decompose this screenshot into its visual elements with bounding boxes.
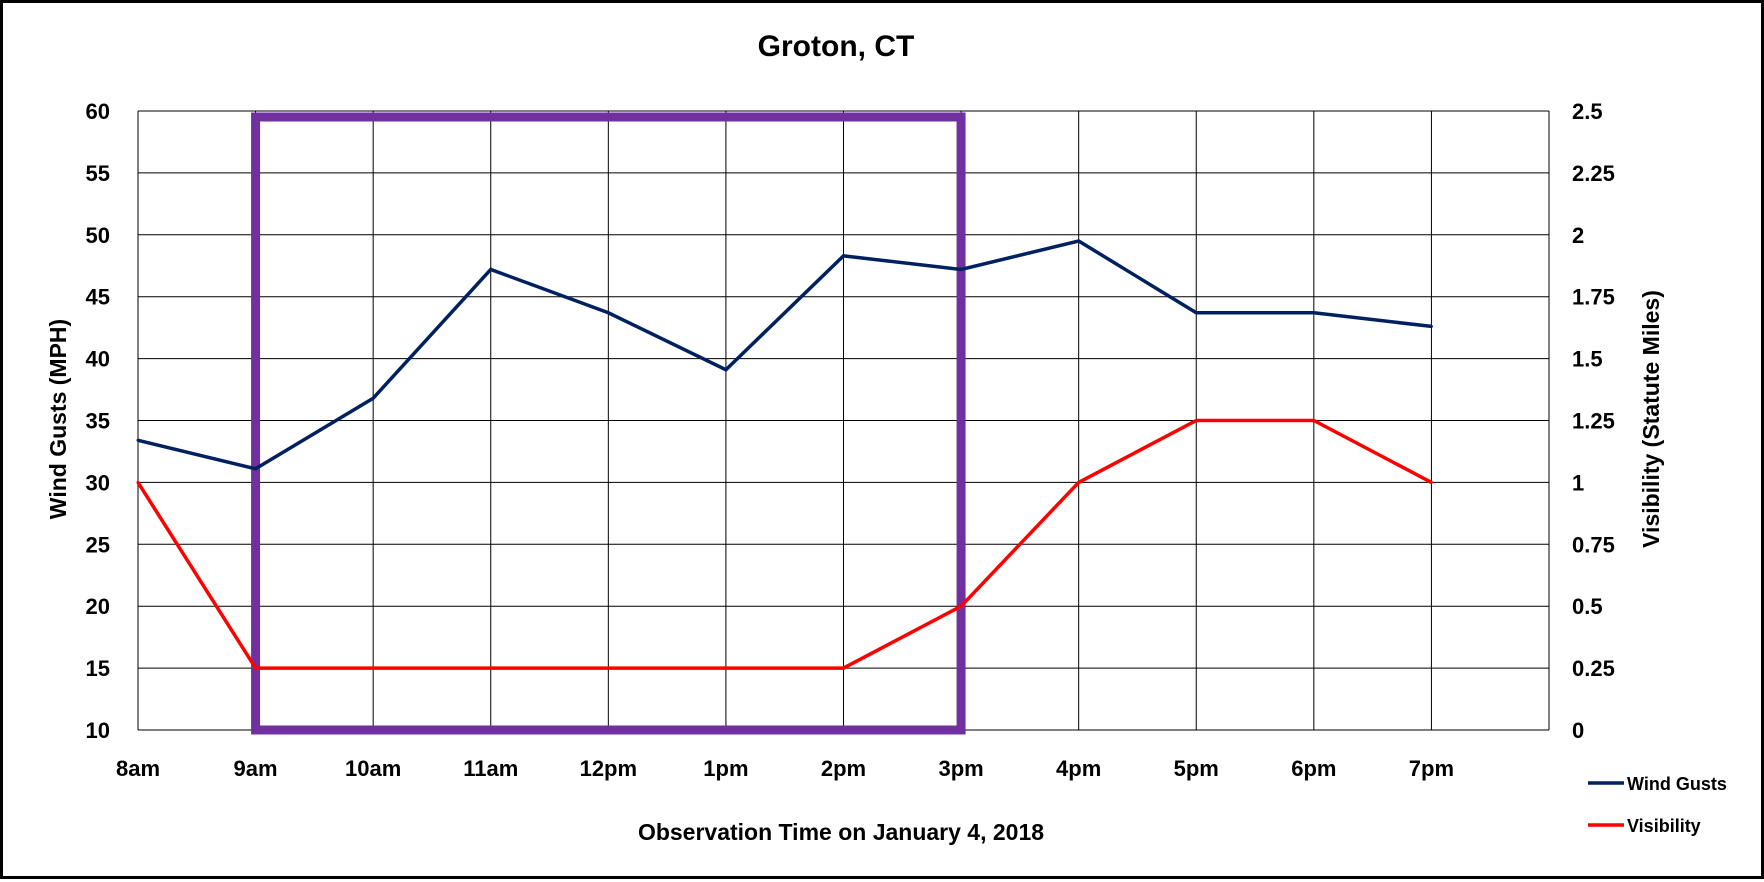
- y-tick-label: 50: [86, 223, 110, 248]
- series-line-wind-gusts: [137, 239, 1432, 471]
- data-point: [489, 666, 493, 670]
- data-point: [254, 666, 258, 670]
- axis-labels: 10 15 20 25 30 35 40 45 50 55 60 0 0.25 0.5 0.75 1 1.25 1…: [86, 99, 1615, 781]
- legend: Wind Gusts Visibility: [1588, 774, 1727, 836]
- y2-axis-title: Visibility (Statute Miles): [1638, 290, 1664, 548]
- data-point: [606, 311, 610, 315]
- data-point: [136, 480, 140, 484]
- y2-tick-label: 2: [1572, 223, 1584, 248]
- y-tick-label: 45: [86, 285, 110, 310]
- data-point: [1194, 419, 1198, 422]
- x-tick-label: 8am: [116, 756, 160, 781]
- data-point: [1077, 239, 1081, 243]
- x-tick-label: 10am: [345, 756, 401, 781]
- y2-tick-label: 1.5: [1572, 347, 1603, 372]
- data-point: [842, 666, 845, 670]
- highlight-box: [251, 112, 966, 735]
- data-point: [842, 254, 845, 258]
- data-point: [136, 438, 140, 442]
- y2-tick-label: 0: [1572, 718, 1584, 743]
- x-tick-label: 5pm: [1174, 756, 1219, 781]
- chart-title: Groton, CT: [758, 30, 915, 63]
- data-point: [724, 666, 728, 670]
- data-point: [371, 666, 375, 670]
- series-lines: [136, 239, 1433, 670]
- x-tick-label: 4pm: [1056, 756, 1101, 781]
- y-tick-label: 20: [86, 594, 110, 619]
- data-point: [959, 604, 963, 608]
- y-tick-label: 30: [86, 470, 110, 495]
- legend-label-visibility: Visibility: [1627, 816, 1701, 836]
- y2-tick-label: 0.75: [1572, 532, 1615, 557]
- x-tick-label: 2pm: [821, 756, 866, 781]
- x-tick-label: 11am: [463, 756, 518, 781]
- y-tick-label: 10: [86, 718, 110, 743]
- data-point: [254, 467, 258, 471]
- y-axis-title: Wind Gusts (MPH): [45, 319, 71, 519]
- y-tick-label: 55: [86, 161, 110, 186]
- line-chart: 10 15 20 25 30 35 40 45 50 55 60 0 0.25 0.5 0.75 1 1.25 1…: [45, 30, 1727, 845]
- y2-tick-label: 0.25: [1572, 656, 1615, 681]
- y-tick-label: 35: [86, 409, 110, 434]
- x-tick-label: 1pm: [703, 756, 748, 781]
- grid-lines: [137, 110, 1550, 731]
- highlight-box-layer: [251, 112, 966, 735]
- data-point: [1077, 480, 1081, 484]
- y2-tick-label: 1.75: [1572, 285, 1615, 310]
- x-tick-label: 9am: [234, 756, 278, 781]
- data-point: [724, 368, 728, 372]
- y-tick-label: 60: [86, 99, 110, 124]
- series-line-visibility: [136, 418, 1433, 670]
- data-point: [1429, 480, 1433, 484]
- y2-tick-label: 1.25: [1572, 409, 1615, 434]
- legend-label-wind-gusts: Wind Gusts: [1627, 774, 1727, 794]
- x-tick-label: 3pm: [938, 756, 983, 781]
- x-tick-label: 6pm: [1291, 756, 1336, 781]
- y2-tick-label: 2.5: [1572, 99, 1603, 124]
- y2-tick-label: 1: [1572, 470, 1584, 495]
- y2-tick-label: 2.25: [1572, 161, 1615, 186]
- y-tick-label: 15: [86, 656, 110, 681]
- data-point: [959, 267, 963, 271]
- data-point: [1194, 311, 1198, 315]
- data-point: [489, 267, 493, 271]
- data-point: [1312, 419, 1316, 422]
- y2-tick-label: 0.5: [1572, 594, 1603, 619]
- data-point: [606, 666, 610, 670]
- data-point: [371, 396, 375, 400]
- y-tick-label: 40: [86, 347, 110, 372]
- data-point: [1429, 324, 1433, 328]
- data-point: [1312, 311, 1316, 315]
- x-tick-label: 12pm: [580, 756, 637, 781]
- y-tick-label: 25: [86, 532, 110, 557]
- x-axis-title: Observation Time on January 4, 2018: [638, 819, 1044, 845]
- x-tick-label: 7pm: [1409, 756, 1454, 781]
